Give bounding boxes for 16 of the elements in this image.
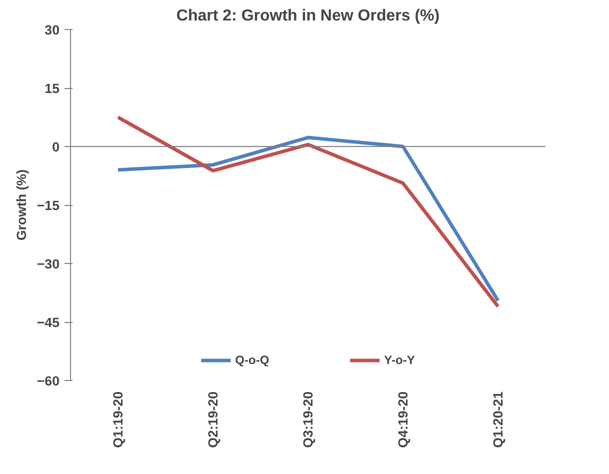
chart-title: Chart 2: Growth in New Orders (%)	[176, 8, 440, 24]
x-tick-label: Q3:19-20	[300, 391, 316, 448]
x-tick-label: Q4:19-20	[396, 391, 410, 448]
y-tick-label: −60	[36, 374, 60, 388]
x-tick-label: Q2:19-20	[206, 391, 220, 448]
y-tick-label: 15	[44, 81, 60, 96]
legend-label: Q-o-Q	[235, 353, 270, 367]
x-tick-label: Q1:20-21	[490, 390, 506, 448]
y-tick-label: −30	[36, 256, 60, 272]
legend-label: Y-o-Y	[384, 353, 415, 367]
y-tick-label: 30	[44, 22, 60, 38]
y-tick-label: −45	[36, 315, 60, 330]
y-axis-title: Growth (%)	[14, 169, 29, 241]
y-tick-label: −15	[36, 198, 60, 213]
x-tick-label: Q1:19-20	[110, 391, 126, 448]
y-tick-label: 0	[52, 140, 60, 154]
